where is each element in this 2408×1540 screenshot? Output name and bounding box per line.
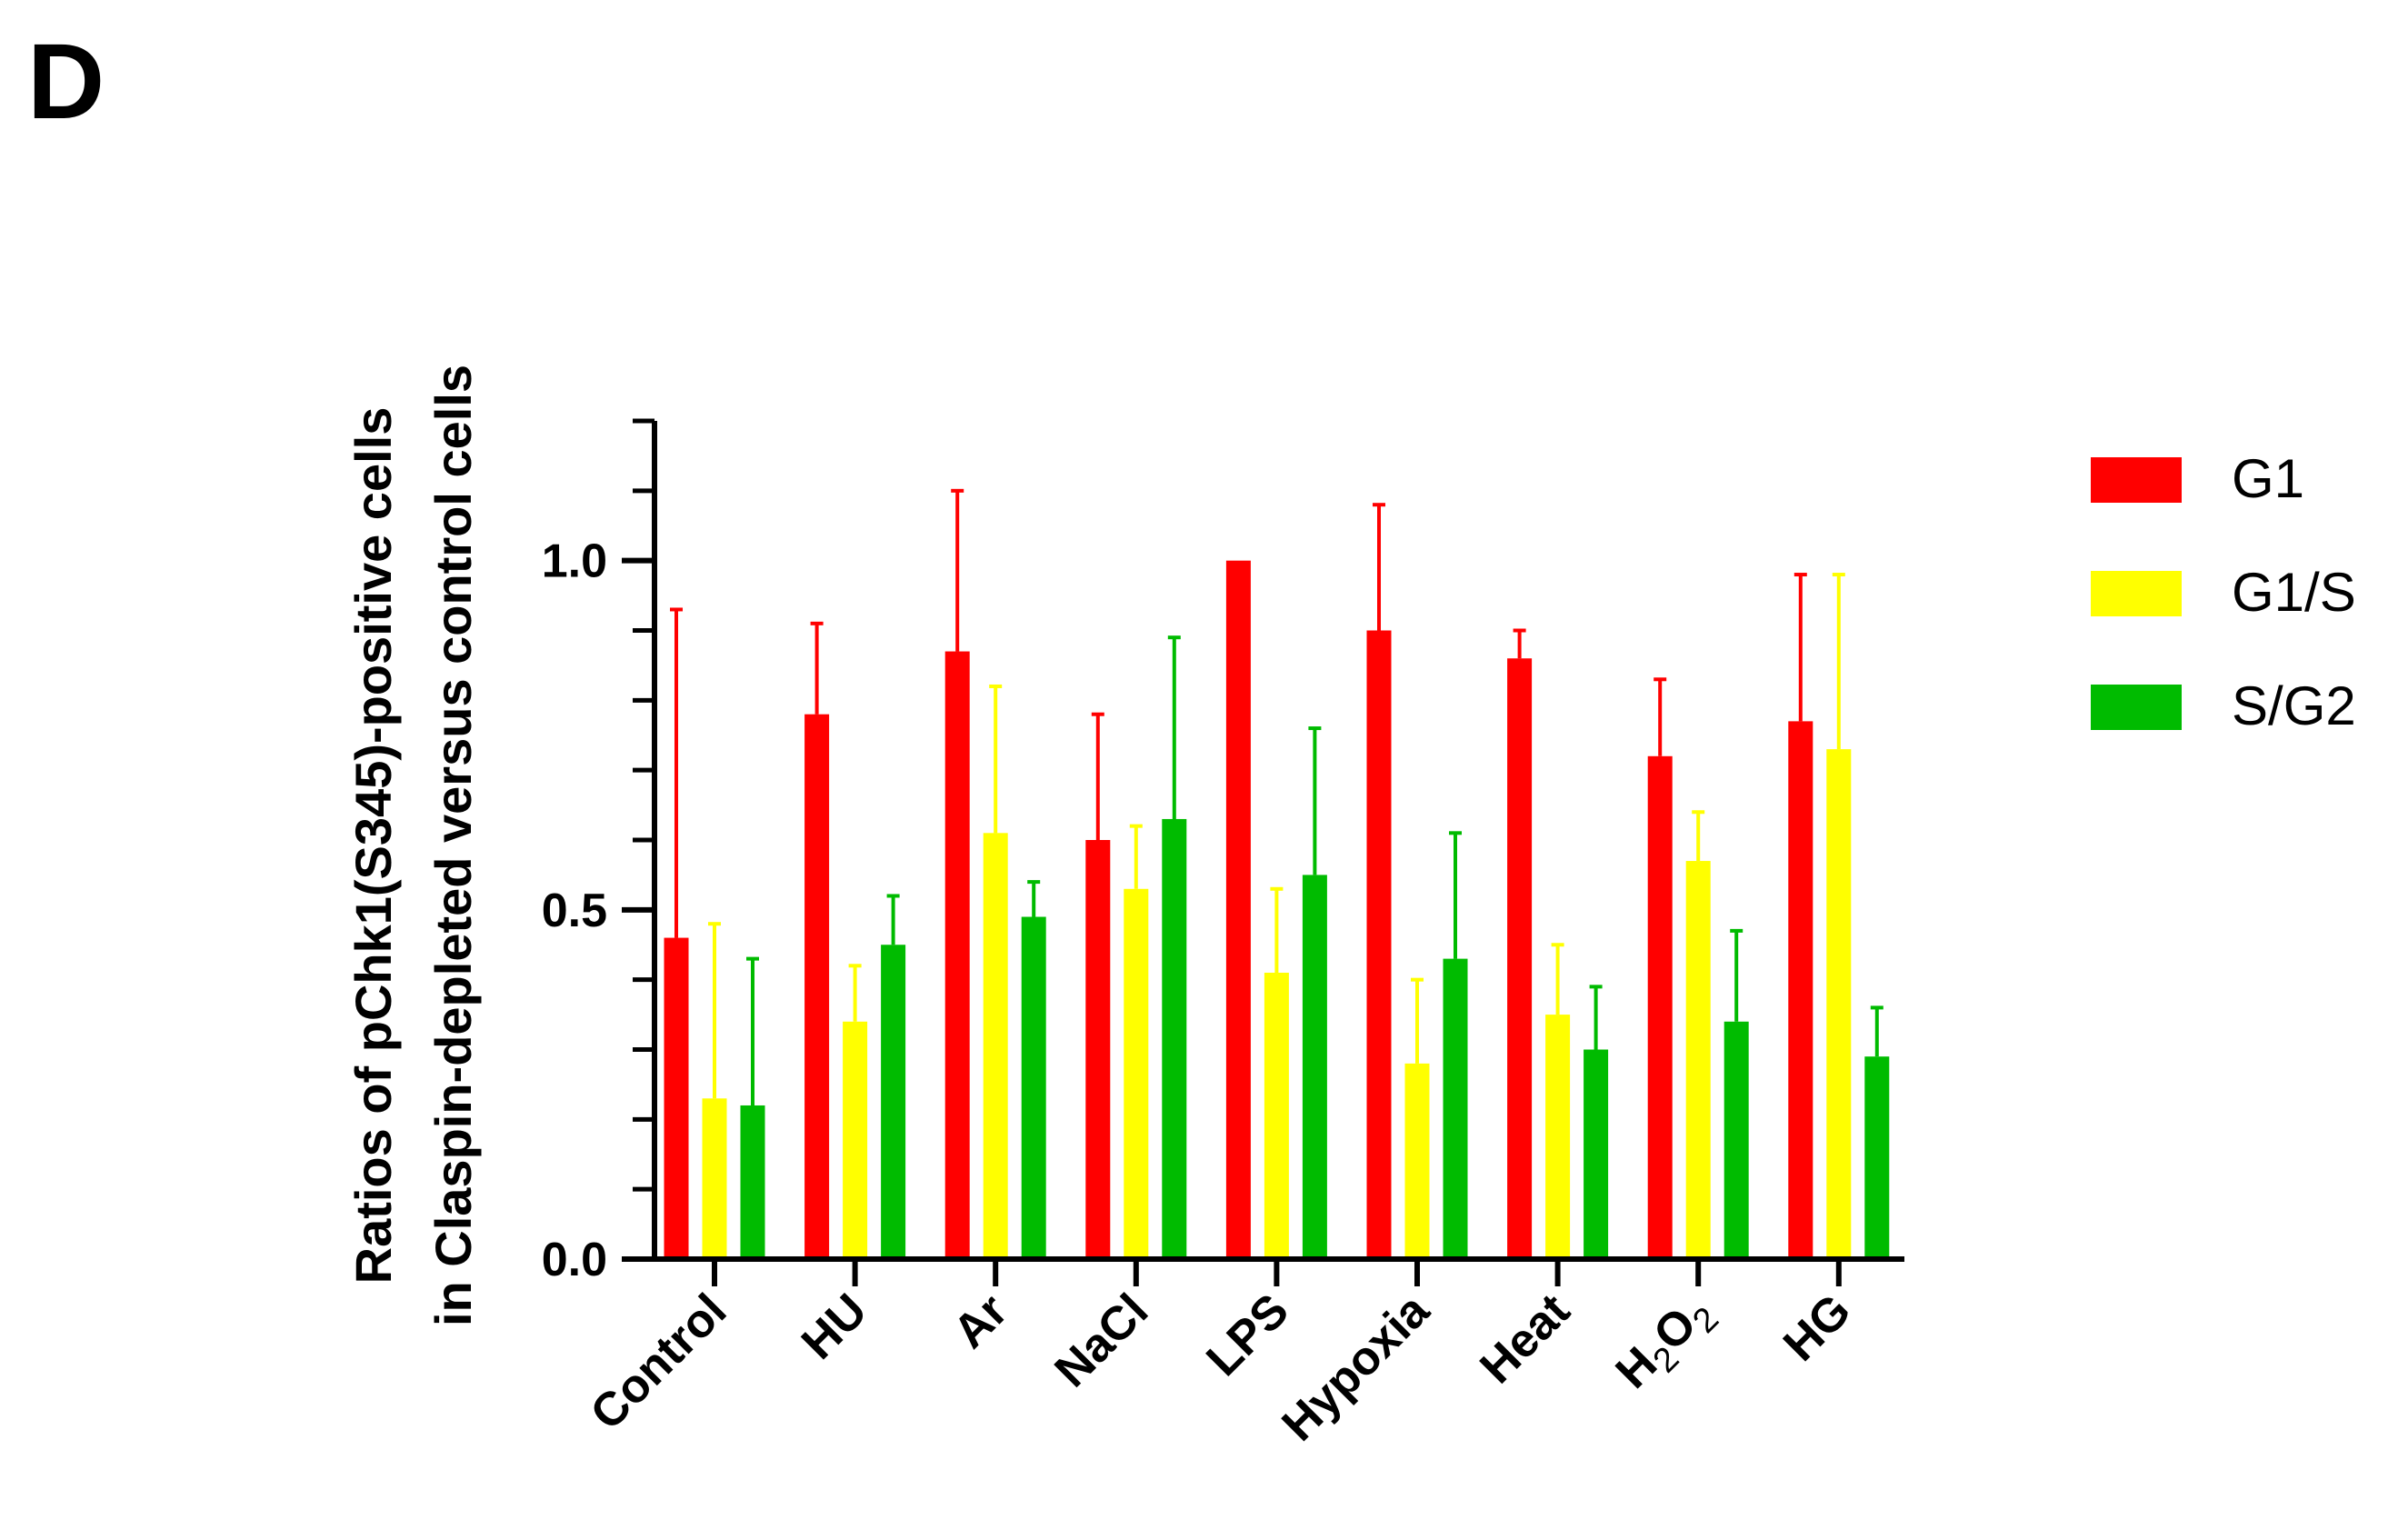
- x-tick-label-LPS: LPS: [1196, 1284, 1299, 1386]
- bars-layer: [664, 560, 1890, 1259]
- legend: G1 G1/S S/G2: [2091, 448, 2356, 736]
- bar-G1-Ar: [944, 651, 970, 1259]
- x-tick-label-NaCl: NaCl: [1044, 1284, 1158, 1397]
- bar-S-G2-NaCl: [1162, 818, 1187, 1259]
- bar-G1-S-Ar: [983, 833, 1008, 1259]
- bar-G1-Heat: [1507, 658, 1533, 1259]
- x-tick-label-Ar: Ar: [944, 1284, 1018, 1358]
- bar-G1-S-HU: [843, 1021, 868, 1259]
- bar-G1-S-Control: [702, 1098, 727, 1259]
- bar-G1-S-HG: [1826, 749, 1852, 1259]
- bar-G1-HG: [1788, 721, 1813, 1259]
- legend-swatch-G1-S: [2091, 571, 2182, 616]
- bar-G1-S-Hypoxia: [1404, 1063, 1430, 1259]
- legend-label-S-G2: S/G2: [2232, 675, 2356, 736]
- y-axis-label-line-1: Ratios of pChk1(S345)-positive cells: [345, 407, 402, 1285]
- bar-G1-S-Heat: [1545, 1015, 1571, 1259]
- bar-S-G2-Hypoxia: [1443, 958, 1468, 1259]
- panel-label: D: [27, 22, 105, 142]
- y-axis-label-line-2: in Claspin-depleted versus control cells: [425, 365, 482, 1326]
- axes-layer: 0.0 0.5 1.0: [542, 418, 1904, 1286]
- legend-swatch-S-G2: [2091, 685, 2182, 730]
- legend-label-G1-S: G1/S: [2232, 562, 2356, 623]
- bar-G1-S-NaCl: [1124, 888, 1149, 1259]
- bar-G1-H2O2: [1647, 755, 1673, 1259]
- x-tick-label-H2O2: H2O2: [1606, 1284, 1726, 1404]
- bar-S-G2-LPS: [1302, 875, 1327, 1259]
- bar-S-G2-Heat: [1584, 1049, 1609, 1259]
- bar-G1-S-LPS: [1264, 972, 1289, 1259]
- y-tick-label: 0.5: [542, 885, 607, 937]
- x-tick-label-Control: Control: [581, 1284, 737, 1440]
- bar-S-G2-Control: [740, 1105, 765, 1259]
- bar-S-G2-HU: [881, 945, 906, 1259]
- bar-S-G2-Ar: [1021, 916, 1046, 1259]
- y-tick-label: 0.0: [542, 1234, 607, 1286]
- bar-S-G2-HG: [1864, 1056, 1890, 1259]
- y-tick-label: 1.0: [542, 535, 607, 588]
- bar-G1-LPS: [1225, 560, 1251, 1259]
- bar-S-G2-H2O2: [1724, 1021, 1749, 1259]
- x-tick-label-HU: HU: [792, 1284, 877, 1369]
- error-bars-layer: [670, 488, 1883, 1105]
- y-axis-label: Ratios of pChk1(S345)-positive cells in …: [345, 365, 482, 1326]
- bar-G1-S-H2O2: [1685, 861, 1711, 1259]
- legend-swatch-G1: [2091, 457, 2182, 503]
- x-tick-label-Heat: Heat: [1470, 1284, 1580, 1394]
- bar-G1-Control: [664, 937, 689, 1259]
- bar-G1-Hypoxia: [1366, 630, 1392, 1259]
- legend-label-G1: G1: [2232, 448, 2304, 509]
- bar-G1-NaCl: [1085, 840, 1111, 1259]
- bar-G1-HU: [804, 714, 830, 1259]
- x-tick-label-HG: HG: [1774, 1284, 1861, 1371]
- x-tick-label-Hypoxia: Hypoxia: [1272, 1284, 1440, 1452]
